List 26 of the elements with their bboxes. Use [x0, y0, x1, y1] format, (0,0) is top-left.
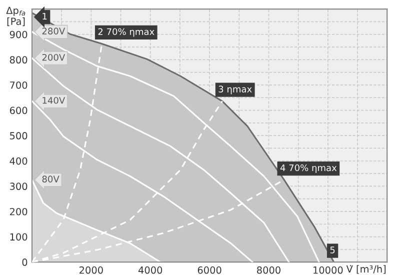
y-tick-label: 800 [10, 56, 28, 64]
y-tick-label: 300 [10, 182, 28, 190]
annotation: 1 [42, 12, 47, 20]
series-label: 280V [42, 28, 66, 34]
x-tick-label: 4000 [138, 266, 162, 274]
y-tick-label: 900 [10, 30, 28, 38]
series-label: 80V [42, 176, 60, 182]
annotation: 4 70% ηmax [280, 164, 337, 173]
y-axis-title: Δp$_{fa}$ [Pa] [6, 6, 26, 26]
y-tick-label: 200 [10, 208, 28, 216]
y-tick-label: 100 [10, 233, 28, 241]
annotation: 2 70% ηmax [98, 28, 154, 37]
x-tick-label: 10000 [314, 266, 343, 274]
x-tick-label: 6000 [198, 266, 222, 274]
x-tick-label: 8000 [257, 266, 280, 274]
y-tick-label: 0 [22, 258, 28, 266]
series-label: 200V [42, 54, 66, 61]
y-tick-label: 700 [10, 81, 28, 89]
y-tick-label: 400 [10, 157, 28, 165]
annotation: 3 ηmax [218, 86, 252, 94]
x-axis-title: V̇ [m³/h] [346, 265, 386, 274]
x-tick-label: 2000 [80, 266, 103, 274]
y-tick-label: 500 [10, 132, 28, 140]
annotation: 5 [330, 246, 335, 254]
y-tick-label: 600 [10, 106, 28, 114]
series-label: 140V [42, 96, 66, 104]
